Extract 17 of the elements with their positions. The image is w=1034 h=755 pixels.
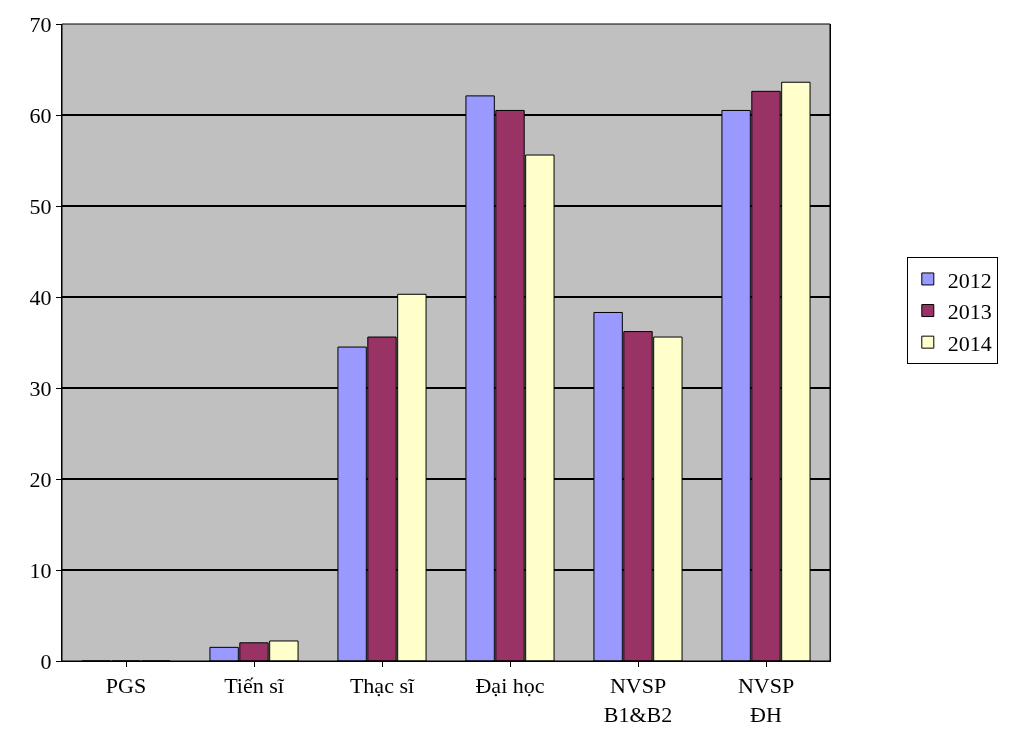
legend-label: 2014 (947, 330, 992, 356)
x-tick-label: Đại học (475, 673, 545, 699)
y-tick-label: 0 (40, 648, 52, 674)
x-tick-label: NVSP ĐH (737, 673, 795, 727)
y-tick-label: 10 (29, 557, 52, 583)
legend-label: 2013 (947, 299, 992, 325)
x-tick-label: NVSP B1&B2 (603, 673, 673, 727)
y-tick-label: 60 (29, 102, 52, 128)
y-tick-label: 70 (29, 11, 52, 37)
y-tick-label: 50 (29, 193, 52, 219)
x-tick-label: PGS (105, 673, 147, 699)
y-tick-label: 30 (29, 375, 52, 401)
y-tick-label: 20 (29, 466, 52, 492)
y-tick-label: 40 (29, 284, 52, 310)
x-tick-label: Tiến sĩ (224, 673, 285, 699)
legend-label: 2012 (947, 267, 992, 293)
x-tick-label: Thạc sĩ (349, 673, 415, 699)
